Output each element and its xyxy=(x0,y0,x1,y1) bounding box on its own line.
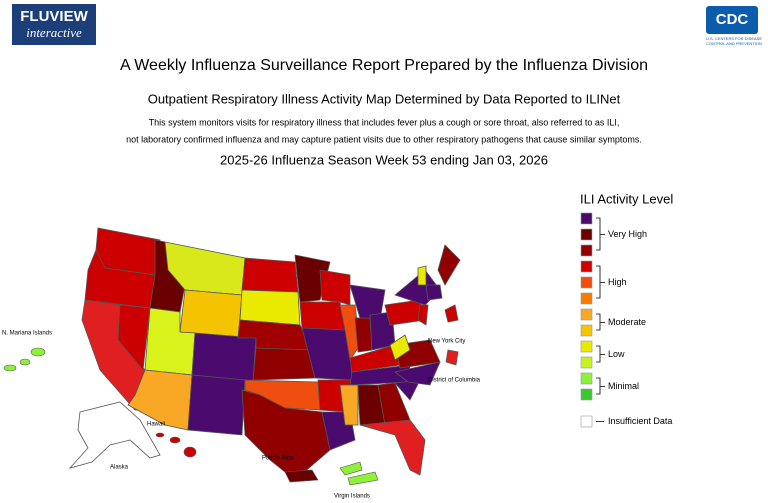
agency-name: CONTROL AND PREVENTION xyxy=(706,41,762,46)
legend-bracket xyxy=(596,377,605,395)
map-label: New York City xyxy=(428,339,465,345)
virgin-islands-shape xyxy=(339,461,379,486)
hawaii-shape xyxy=(155,432,197,458)
map-label: N. Mariana Islands xyxy=(2,331,52,337)
agency-name: U.S. CENTERS FOR DISEASE xyxy=(706,36,762,41)
us-map xyxy=(81,227,461,481)
legend-label: Moderate xyxy=(608,317,646,327)
legend-swatch xyxy=(580,324,593,337)
legend-title: ILI Activity Level xyxy=(580,191,673,206)
legend-label: Very High xyxy=(608,229,647,239)
legend-swatch xyxy=(580,340,593,353)
season: 2025-26 Influenza Season Week 53 ending … xyxy=(220,152,548,167)
cdc-text: CDC xyxy=(716,11,749,28)
description: not laboratory confirmed influenza and m… xyxy=(126,134,642,144)
legend-swatch xyxy=(580,292,593,305)
legend-label: High xyxy=(608,277,627,287)
description: This system monitors visits for respirat… xyxy=(149,117,620,127)
legend-swatch xyxy=(580,388,593,401)
map-label: Alaska xyxy=(110,465,129,471)
puerto-rico-shape xyxy=(284,469,319,483)
map-label: Hawaii xyxy=(147,422,165,428)
cdc-logo xyxy=(706,6,758,34)
alaska-shape xyxy=(68,401,161,469)
map-label: District of Columbia xyxy=(428,378,481,384)
logo-title: FLUVIEW xyxy=(20,8,88,25)
fluview-logo xyxy=(12,4,96,45)
logo-subtitle: interactive xyxy=(26,25,82,40)
legend-label: Low xyxy=(608,349,625,359)
legend-swatch xyxy=(580,212,593,225)
legend-swatch xyxy=(580,308,593,321)
legend-swatch xyxy=(580,228,593,241)
legend-swatch xyxy=(580,415,593,428)
legend-swatch xyxy=(580,276,593,289)
subtitle: Outpatient Respiratory Illness Activity … xyxy=(148,91,621,106)
legend-bracket xyxy=(596,313,605,331)
map-label: Virgin Islands xyxy=(334,494,370,500)
legend-bracket xyxy=(596,217,605,251)
legend-label: Insufficient Data xyxy=(608,416,672,426)
title: A Weekly Influenza Surveillance Report P… xyxy=(120,57,648,74)
legend-swatch xyxy=(580,372,593,385)
mariana-shape xyxy=(3,347,46,372)
legend: Very High High Moderate Low Minimal Insuffici… xyxy=(580,212,672,428)
legend-bracket xyxy=(596,265,605,299)
legend-bracket xyxy=(596,345,605,363)
legend-swatch xyxy=(580,260,593,273)
legend-swatch xyxy=(580,244,593,257)
legend-swatch xyxy=(580,356,593,369)
map-label: Puerto Rico xyxy=(262,456,294,462)
legend-label: Minimal xyxy=(608,381,639,391)
